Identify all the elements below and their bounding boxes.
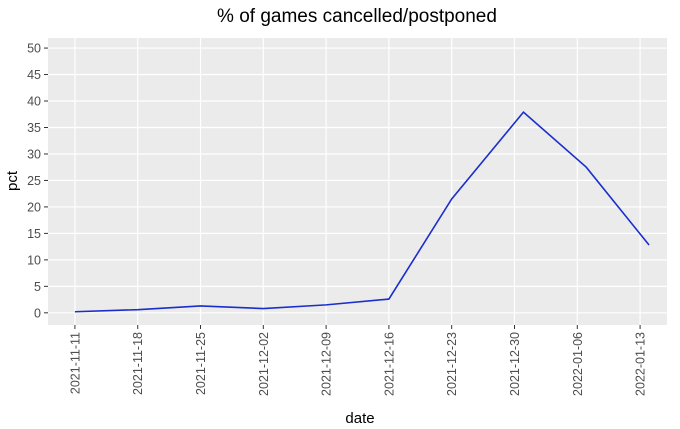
y-tick-label: 15 — [27, 227, 41, 241]
x-tick-label: 2021-12-23 — [445, 332, 459, 396]
x-tick-label: 2021-12-30 — [508, 332, 522, 396]
y-tick-label: 0 — [34, 306, 41, 320]
y-tick-label: 30 — [27, 147, 41, 161]
x-axis-title: date — [345, 410, 374, 427]
data-line — [74, 110, 650, 313]
x-tick-label: 2021-11-25 — [194, 332, 208, 395]
y-tick-label: 5 — [34, 280, 41, 294]
y-tick-label: 50 — [27, 42, 41, 56]
x-tick-label: 2021-12-16 — [382, 332, 396, 396]
chart-title: % of games cancelled/postponed — [217, 6, 497, 27]
x-tick-label: 2022-01-13 — [634, 332, 648, 396]
y-tick-label: 10 — [27, 253, 41, 267]
x-tick-label: 2022-01-06 — [571, 332, 585, 396]
y-tick-label: 40 — [27, 95, 41, 109]
plot-panel — [48, 38, 667, 325]
y-tick-label: 45 — [27, 68, 41, 82]
x-tick-label: 2021-12-09 — [320, 332, 334, 396]
x-tick-label: 2021-11-11 — [68, 332, 82, 394]
y-tick-label: 35 — [27, 121, 41, 135]
y-tick-label: 25 — [27, 174, 41, 188]
x-tick-label: 2021-12-02 — [257, 332, 271, 396]
y-axis-title: pct — [4, 170, 21, 191]
y-tick-label: 20 — [27, 200, 41, 214]
x-tick-label: 2021-11-18 — [131, 332, 145, 395]
